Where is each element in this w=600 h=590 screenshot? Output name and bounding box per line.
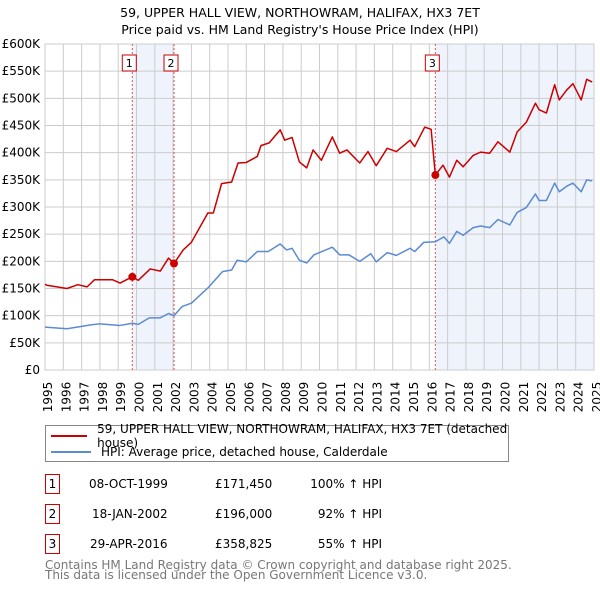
sale-date: 08-OCT-1999 (89, 477, 168, 491)
x-tick-label: 1997 (78, 382, 92, 413)
legend-label-property: 59, UPPER HALL VIEW, NORTHOWRAM, HALIFAX… (97, 422, 508, 450)
sale-label-box (424, 54, 440, 72)
chart-title: 59, UPPER HALL VIEW, NORTHOWRAM, HALIFAX… (120, 5, 480, 20)
legend-swatch-hpi (51, 451, 91, 453)
y-tick-label: £300K (2, 200, 42, 214)
x-tick-label: 2021 (517, 382, 531, 413)
sale-number: 3 (45, 534, 60, 554)
footer: Contains HM Land Registry data © Crown c… (45, 558, 512, 582)
x-tick-label: 2011 (334, 382, 348, 413)
y-tick-label: £550K (2, 64, 42, 78)
sale-price: £196,000 (215, 507, 273, 521)
sale-point (431, 171, 440, 180)
x-tick-label: 2010 (316, 382, 330, 413)
x-tick-label: 2012 (352, 382, 366, 413)
x-tick-label: 2015 (407, 382, 421, 413)
x-tick-label: 1996 (59, 382, 73, 413)
x-tick-label: 2022 (535, 382, 549, 413)
x-tick-label: 2013 (370, 382, 384, 413)
hpi-line (44, 179, 593, 330)
y-tick-label: £450K (2, 119, 42, 133)
sale-number: 1 (45, 474, 60, 494)
x-tick-label: 2014 (389, 382, 403, 413)
x-tick-label: 2020 (499, 382, 513, 413)
y-tick-label: £600K (2, 37, 42, 51)
sale-date: 18-JAN-2002 (92, 507, 168, 521)
y-tick-label: £50K (9, 336, 41, 350)
y-tick-label: £250K (2, 227, 42, 241)
y-tick-label: £350K (2, 173, 42, 187)
sale-date: 29-APR-2016 (90, 537, 168, 551)
y-tick-label: £150K (2, 282, 42, 296)
y-tick-label: £200K (2, 254, 42, 268)
x-tick-label: 1998 (96, 382, 110, 413)
sale-label: 1 (126, 57, 133, 70)
x-tick-label: 2024 (572, 382, 586, 413)
sale-hpi: 92% ↑ HPI (317, 507, 382, 521)
y-tick-label: £0 (25, 363, 40, 377)
footer-copyright: Contains HM Land Registry data © Crown c… (45, 558, 512, 572)
x-tick-label: 2008 (279, 382, 293, 413)
sale-row-1: 1 08-OCT-1999 £171,450 100% ↑ HPI (45, 474, 545, 494)
sale-price: £358,825 (215, 537, 273, 551)
legend-label-hpi: HPI: Average price, detached house, Cald… (101, 445, 388, 459)
legend-swatch-property (51, 435, 88, 437)
x-tick-label: 2001 (151, 382, 165, 413)
x-tick-label: 2023 (553, 382, 567, 413)
x-tick-label: 2018 (462, 382, 476, 413)
sale-row-3: 3 29-APR-2016 £358,825 55% ↑ HPI (45, 534, 545, 554)
sale-row-2: 2 18-JAN-2002 £196,000 92% ↑ HPI (45, 504, 545, 524)
sale-label-box (121, 54, 137, 72)
chart-subtitle: Price paid vs. HM Land Registry's House … (121, 22, 479, 37)
sale-label: 2 (168, 57, 175, 70)
x-tick-label: 2019 (480, 382, 494, 413)
sale-number: 2 (45, 504, 60, 524)
sale-label-box (163, 54, 179, 72)
y-tick-label: £400K (2, 146, 42, 160)
x-tick-label: 2004 (206, 382, 220, 413)
price-chart: 1995 1996 1997 1998 1999 2000 2001 2002 2003 2004… (2, 37, 600, 413)
x-tick-label: 2007 (261, 382, 275, 413)
x-tick-label: 2003 (187, 382, 201, 413)
x-tick-label: 2002 (169, 382, 183, 413)
x-tick-label: 2009 (297, 382, 311, 413)
x-tick-label: 2006 (242, 382, 256, 413)
x-tick-label: 2025 (590, 382, 600, 413)
y-tick-label: £500K (2, 91, 42, 105)
x-tick-label: 2005 (224, 382, 238, 413)
sale-label: 3 (429, 57, 436, 70)
property-price-line (44, 78, 593, 290)
plot-frame (44, 43, 595, 371)
y-tick-label: £100K (2, 309, 42, 323)
x-tick-label: 1999 (114, 382, 128, 413)
sale-hpi: 55% ↑ HPI (317, 537, 382, 551)
x-tick-label: 2017 (444, 382, 458, 413)
sale-hpi: 100% ↑ HPI (310, 477, 382, 491)
sale-price: £171,450 (215, 477, 273, 491)
sale-point (128, 272, 137, 281)
x-tick-label: 1995 (41, 382, 55, 413)
x-tick-label: 2000 (133, 382, 147, 413)
sale-point (170, 259, 179, 268)
footer-licence: This data is licensed under the Open Gov… (45, 568, 428, 582)
legend: 59, UPPER HALL VIEW, NORTHOWRAM, HALIFAX… (45, 422, 509, 462)
x-tick-label: 2016 (425, 382, 439, 413)
